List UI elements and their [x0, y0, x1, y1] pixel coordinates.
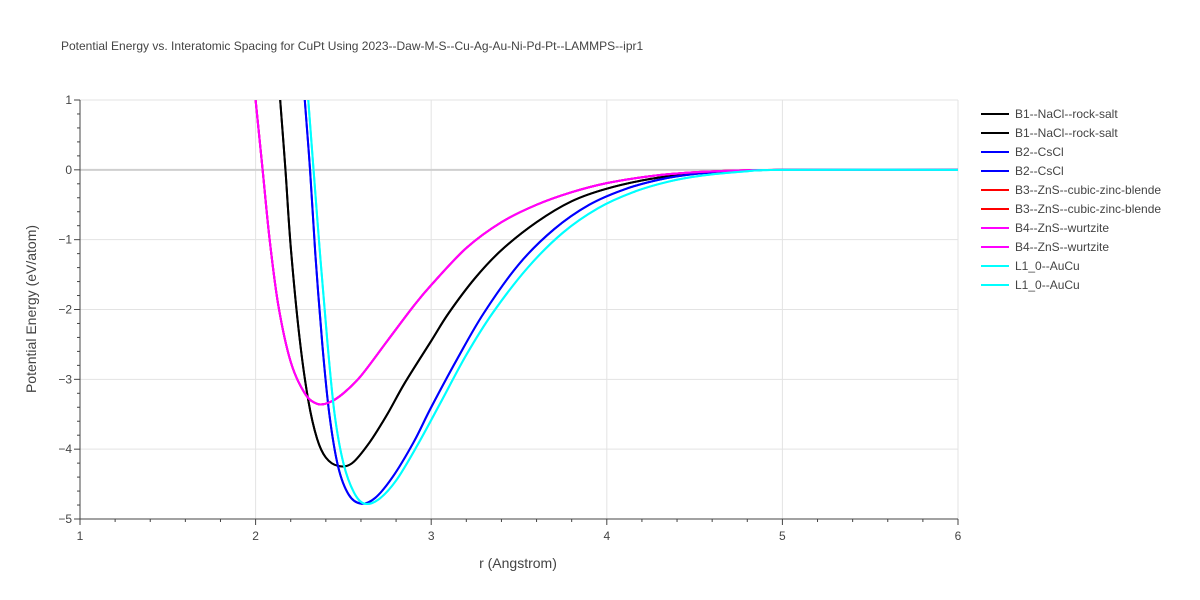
- legend-item[interactable]: B1--NaCl--rock-salt: [981, 107, 1118, 121]
- legend-item[interactable]: B2--CsCl: [981, 164, 1064, 178]
- legend-label: B4--ZnS--wurtzite: [1015, 221, 1109, 235]
- grid: [80, 99, 959, 519]
- legend-item[interactable]: B3--ZnS--cubic-zinc-blende: [981, 202, 1161, 216]
- x-tick-label: 5: [779, 529, 786, 543]
- legend-label: B2--CsCl: [1015, 145, 1064, 159]
- series-line: [307, 100, 958, 506]
- legend-label: B4--ZnS--wurtzite: [1015, 240, 1109, 254]
- series-line: [254, 100, 958, 406]
- legend-label: B2--CsCl: [1015, 164, 1064, 178]
- series-line: [279, 100, 958, 468]
- x-tick-label: 1: [77, 529, 84, 543]
- series-line: [303, 100, 958, 505]
- y-tick-label: 1: [65, 93, 72, 107]
- legend-item[interactable]: B3--ZnS--cubic-zinc-blende: [981, 183, 1161, 197]
- x-axis-title: r (Angstrom): [479, 555, 557, 571]
- y-axis-title: Potential Energy (eV/atom): [23, 225, 39, 393]
- legend[interactable]: B1--NaCl--rock-salt B1--NaCl--rock-salt B2…: [981, 107, 1161, 292]
- x-tick-label: 4: [603, 529, 610, 543]
- legend-item[interactable]: B2--CsCl: [981, 145, 1064, 159]
- y-tick-label: −3: [58, 372, 72, 386]
- legend-label: B3--ZnS--cubic-zinc-blende: [1015, 202, 1161, 216]
- y-tick-label: 0: [65, 163, 72, 177]
- legend-label: B3--ZnS--cubic-zinc-blende: [1015, 183, 1161, 197]
- axes: 1 2 3 4 5 6 1 0 −1 −2 −3 −4 −5: [58, 93, 961, 543]
- legend-item[interactable]: B4--ZnS--wurtzite: [981, 221, 1109, 235]
- series-line: [303, 100, 958, 505]
- legend-item[interactable]: L1_0--AuCu: [981, 259, 1080, 273]
- legend-label: B1--NaCl--rock-salt: [1015, 126, 1118, 140]
- legend-item[interactable]: B1--NaCl--rock-salt: [981, 126, 1118, 140]
- legend-label: L1_0--AuCu: [1015, 278, 1080, 292]
- chart-title: Potential Energy vs. Interatomic Spacing…: [61, 39, 644, 53]
- x-tick-label: 3: [428, 529, 435, 543]
- series-line: [307, 100, 958, 506]
- legend-label: L1_0--AuCu: [1015, 259, 1080, 273]
- x-tick-label: 6: [955, 529, 962, 543]
- y-tick-label: −5: [58, 512, 72, 526]
- legend-label: B1--NaCl--rock-salt: [1015, 107, 1118, 121]
- legend-item[interactable]: L1_0--AuCu: [981, 278, 1080, 292]
- legend-item[interactable]: B4--ZnS--wurtzite: [981, 240, 1109, 254]
- y-tick-label: −2: [58, 303, 72, 317]
- series-line: [279, 100, 958, 468]
- y-tick-label: −1: [58, 233, 72, 247]
- y-tick-label: −4: [58, 442, 72, 456]
- x-tick-label: 2: [252, 529, 259, 543]
- plot-area: [254, 100, 958, 506]
